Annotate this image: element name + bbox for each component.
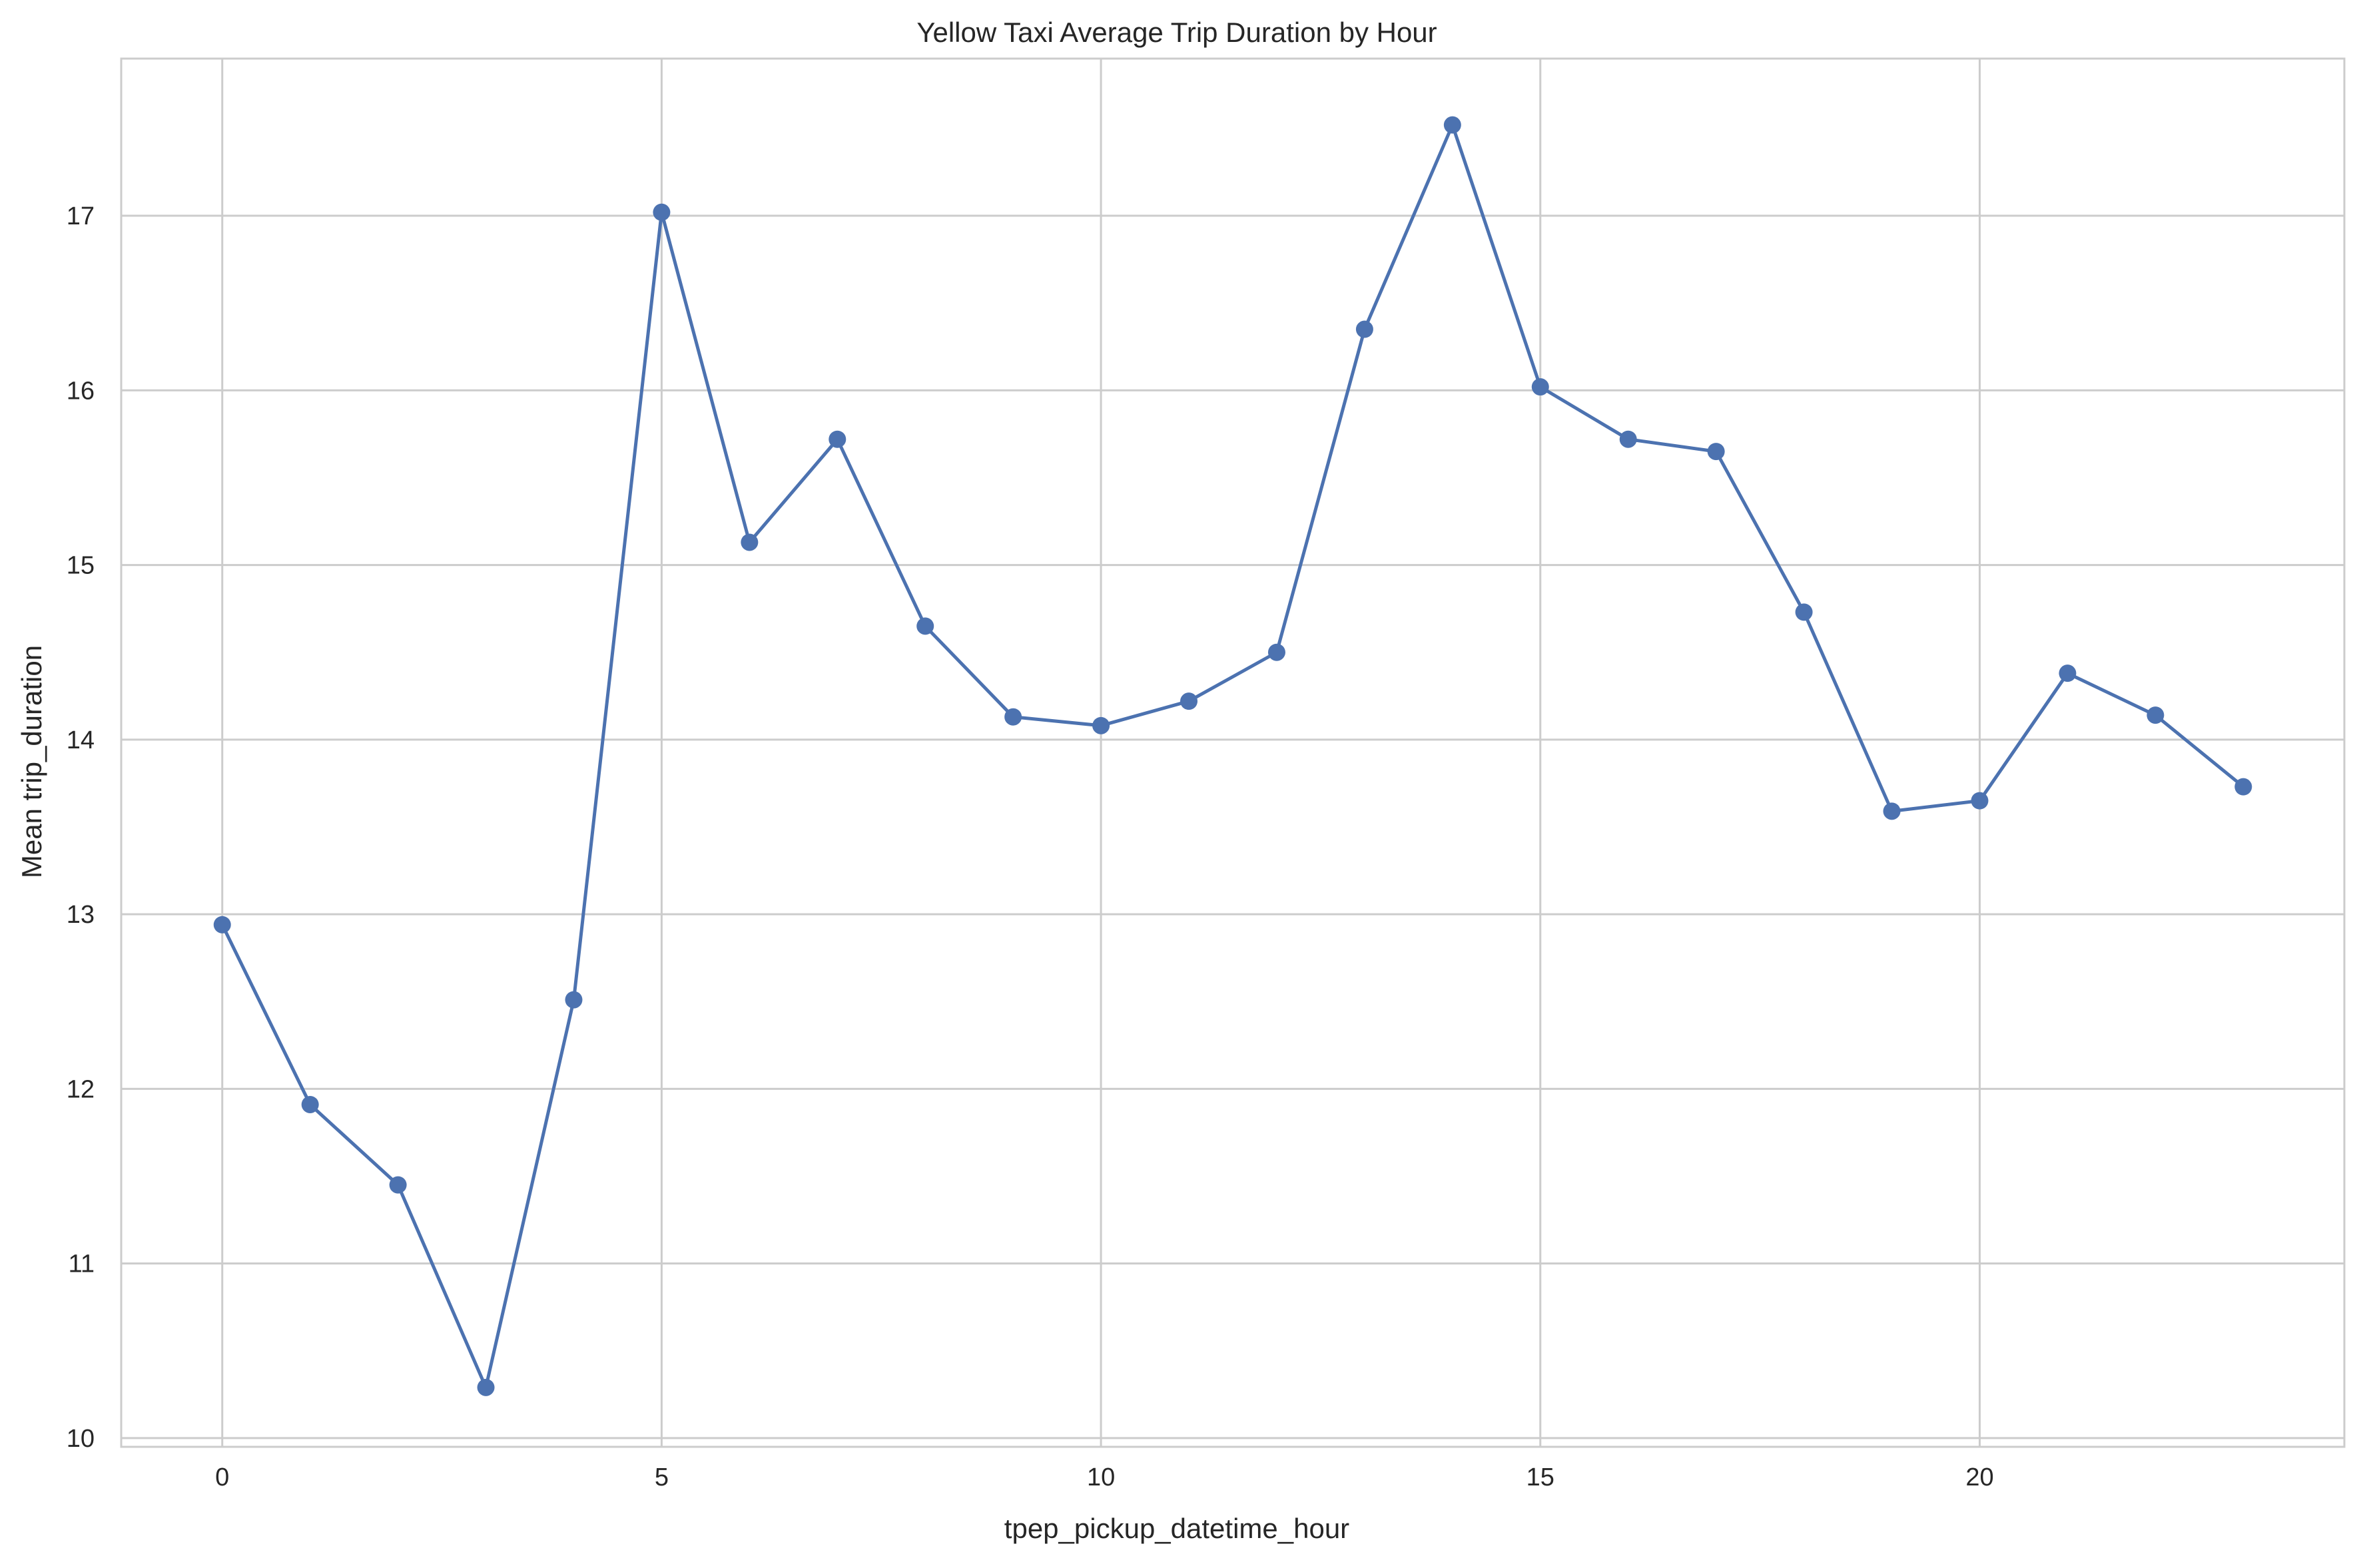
y-tick-label: 12 [67, 1075, 95, 1103]
data-point[interactable] [1795, 603, 1813, 621]
plot-area-frame [120, 57, 2346, 1448]
x-tick-label: 0 [215, 1463, 229, 1491]
data-point[interactable] [1180, 692, 1198, 710]
data-point[interactable] [1531, 378, 1549, 396]
x-axis-label: tpep_pickup_datetime_hour [1004, 1513, 1349, 1544]
data-point[interactable] [301, 1095, 319, 1113]
data-point[interactable] [389, 1176, 407, 1194]
data-point[interactable] [1267, 643, 1285, 661]
data-point[interactable] [1004, 708, 1022, 726]
series-line [220, 123, 2245, 1390]
data-point[interactable] [916, 617, 934, 635]
data-point[interactable] [1092, 716, 1110, 734]
x-tick-label: 10 [1087, 1463, 1115, 1491]
data-point[interactable] [653, 203, 671, 221]
y-tick-label: 14 [67, 726, 95, 754]
data-point[interactable] [1707, 443, 1725, 461]
data-point[interactable] [1883, 802, 1901, 820]
data-point[interactable] [2147, 706, 2165, 724]
data-point[interactable] [1443, 116, 1461, 134]
tick-labels: 0 5 10 15 20 10 11 12 13 14 15 16 17 [67, 202, 1994, 1491]
y-tick-label: 17 [67, 202, 95, 230]
y-tick-label: 15 [67, 552, 95, 580]
data-point[interactable] [741, 533, 759, 551]
data-point[interactable] [213, 915, 231, 933]
data-point[interactable] [477, 1378, 495, 1396]
x-tick-label: 20 [1965, 1463, 1993, 1491]
data-point[interactable] [1619, 430, 1637, 448]
data-point[interactable] [829, 430, 846, 448]
y-tick-label: 11 [69, 1250, 95, 1278]
data-point[interactable] [2234, 778, 2252, 796]
x-tick-label: 15 [1526, 1463, 1554, 1491]
data-point[interactable] [1971, 792, 1989, 810]
data-point[interactable] [1355, 320, 1373, 338]
y-tick-label: 16 [67, 377, 95, 405]
grid [121, 59, 2344, 1447]
x-tick-label: 5 [655, 1463, 669, 1491]
data-point[interactable] [565, 991, 583, 1009]
y-axis-label: Mean trip_duration [16, 645, 47, 878]
series-layer [213, 116, 2252, 1396]
y-tick-label: 13 [67, 901, 95, 929]
chart-title: Yellow Taxi Average Trip Duration by Hou… [916, 17, 1437, 48]
data-point[interactable] [2059, 664, 2077, 682]
y-tick-label: 10 [67, 1425, 95, 1453]
